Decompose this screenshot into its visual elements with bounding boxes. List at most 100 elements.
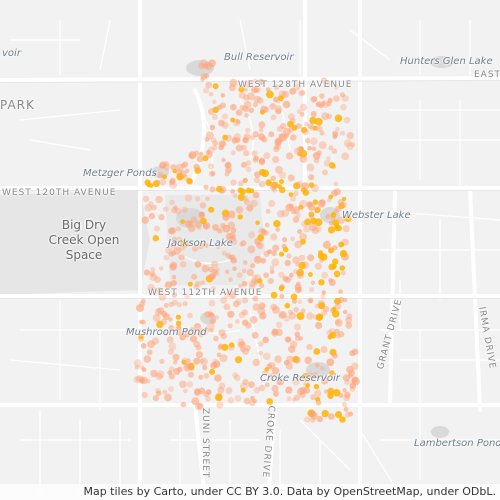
map-point <box>230 189 236 194</box>
map-point <box>266 90 274 99</box>
map-point <box>235 119 241 125</box>
map-point <box>267 277 274 285</box>
map-point <box>322 169 328 176</box>
map-point <box>199 328 205 334</box>
map-point <box>295 180 304 189</box>
map-point <box>213 335 219 342</box>
map-point <box>195 344 202 351</box>
map-point <box>155 180 161 185</box>
map-point <box>216 352 222 358</box>
label-lambertson-pond: Lambertson Pond <box>414 438 500 449</box>
map-point <box>314 363 320 368</box>
map-point <box>270 175 277 182</box>
map-point <box>294 374 301 381</box>
map-point <box>334 328 340 334</box>
map-point <box>278 285 285 292</box>
map-point <box>222 134 229 141</box>
map-point <box>293 182 301 190</box>
map-point <box>237 193 245 201</box>
map-point <box>299 199 308 208</box>
map-point <box>302 128 309 136</box>
map-point <box>350 142 356 148</box>
map-point <box>221 121 229 129</box>
map-point <box>296 271 304 279</box>
map-point <box>211 114 218 120</box>
map-point <box>180 163 186 169</box>
map-point <box>191 273 198 280</box>
map-point <box>281 90 290 98</box>
map-point <box>338 241 345 248</box>
map-point <box>258 158 266 166</box>
map-point <box>230 227 237 234</box>
map-point <box>203 372 210 379</box>
map-point <box>218 140 226 148</box>
map-point <box>200 358 205 364</box>
map-point <box>235 319 240 324</box>
map-point <box>287 174 295 182</box>
map-point <box>308 174 315 181</box>
map-point <box>237 338 245 346</box>
map-point <box>168 386 174 392</box>
map-point <box>278 171 286 179</box>
label-webster-lake: Webster Lake <box>342 210 411 221</box>
map-point <box>255 220 260 225</box>
map-point <box>282 100 291 109</box>
map-point <box>265 179 273 186</box>
map-point <box>252 295 259 302</box>
map-point <box>220 93 226 98</box>
map-point <box>214 315 220 320</box>
map-point <box>221 157 226 163</box>
map-point <box>292 269 299 275</box>
map-point <box>271 258 280 267</box>
map-point <box>271 250 277 257</box>
map-point <box>209 186 216 193</box>
map-point <box>337 216 346 224</box>
map-point <box>175 226 181 232</box>
map-point <box>248 280 256 288</box>
map-point <box>237 214 243 220</box>
map-point <box>154 308 163 316</box>
map-point <box>212 224 219 231</box>
label-bull-reservoir: Bull Reservoir <box>224 52 294 63</box>
map-point <box>300 90 306 96</box>
map-point <box>224 162 231 169</box>
map-point <box>287 120 294 128</box>
map-point <box>153 225 160 232</box>
map-point <box>204 311 211 318</box>
map-point <box>250 263 256 269</box>
map-point <box>284 302 291 309</box>
map-point <box>212 145 218 151</box>
map-point <box>243 87 248 92</box>
map-point <box>343 406 349 412</box>
map-point <box>258 121 266 129</box>
map-point <box>200 280 206 286</box>
map-point <box>322 240 331 249</box>
map-point <box>312 199 318 205</box>
map-point <box>275 227 281 232</box>
map-point <box>276 379 282 385</box>
map-point <box>173 360 178 365</box>
map-point <box>218 382 226 390</box>
map-point <box>266 398 274 405</box>
map-point <box>140 343 147 349</box>
map-point <box>238 86 245 93</box>
map-point <box>273 84 280 90</box>
map-point <box>187 371 194 378</box>
map-point <box>181 206 188 213</box>
map-point <box>251 331 259 339</box>
map-point <box>317 252 325 260</box>
map-point <box>321 100 330 108</box>
map-point <box>225 269 230 275</box>
map-point <box>174 326 183 335</box>
map-point <box>258 127 264 133</box>
map-point <box>289 195 297 202</box>
map-point <box>156 390 162 396</box>
map-point <box>209 124 216 131</box>
map-point <box>233 133 241 141</box>
map-point <box>286 355 294 363</box>
map-point <box>159 359 165 364</box>
map-point <box>215 267 220 272</box>
map-point <box>301 220 308 227</box>
map-point <box>261 370 269 377</box>
